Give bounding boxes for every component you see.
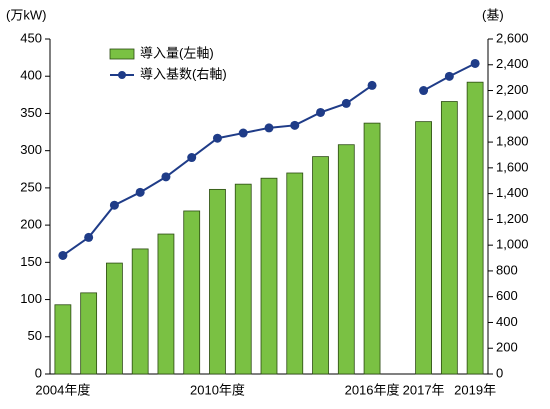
- line-marker: [84, 232, 94, 242]
- line-marker: [212, 133, 222, 143]
- x-tick-label: 2016年度: [345, 382, 400, 397]
- y2-tick-label: 1,400: [496, 185, 529, 200]
- line-marker: [109, 200, 119, 210]
- y2-tick-label: 0: [496, 365, 503, 380]
- bar: [106, 262, 123, 375]
- line-marker: [187, 153, 197, 163]
- y-tick-label: 200: [20, 217, 42, 232]
- legend-label: 導入基数(右軸): [140, 66, 227, 81]
- y2-tick-label: 2,000: [496, 108, 529, 123]
- line-marker: [290, 120, 300, 130]
- bar: [440, 101, 458, 375]
- y2-tick-label: 2,600: [496, 30, 529, 45]
- y-tick-label: 350: [20, 105, 42, 120]
- line-marker: [161, 172, 171, 182]
- y2-tick-label: 800: [496, 262, 518, 277]
- x-tick-label: 2017年: [403, 382, 445, 397]
- y2-tick-label: 1,000: [496, 237, 529, 252]
- y2-tick-label: 200: [496, 340, 518, 355]
- legend-swatch: [109, 48, 135, 60]
- bar: [312, 156, 329, 375]
- y-tick-label: 150: [20, 254, 42, 269]
- x-tick-label: 2010年度: [190, 382, 245, 397]
- y2-tick-label: 600: [496, 288, 518, 303]
- y2-tick-label: 1,200: [496, 211, 529, 226]
- y2-tick-label: 1,800: [496, 134, 529, 149]
- y-tick-label: 400: [20, 68, 42, 83]
- y2-axis-unit: (基): [482, 7, 504, 22]
- bar: [80, 292, 98, 375]
- line-marker: [367, 80, 377, 90]
- line-marker: [470, 58, 480, 68]
- bar: [183, 210, 201, 375]
- bar: [286, 172, 304, 375]
- line-marker: [135, 187, 145, 197]
- x-tick-label: 2019年: [454, 382, 496, 397]
- y-tick-label: 300: [20, 142, 42, 157]
- bar: [209, 188, 226, 375]
- line-marker: [58, 250, 68, 260]
- bar: [157, 233, 175, 375]
- y-axis-unit: (万kW): [6, 7, 46, 22]
- line-marker: [264, 123, 274, 133]
- line-marker: [444, 71, 454, 81]
- bar: [363, 122, 381, 375]
- y2-tick-label: 2,400: [496, 56, 529, 71]
- y-tick-label: 0: [35, 365, 42, 380]
- line-marker: [419, 86, 429, 96]
- y-tick-label: 450: [20, 30, 42, 45]
- y-tick-label: 100: [20, 291, 42, 306]
- legend-marker: [118, 71, 126, 79]
- line-marker: [238, 128, 248, 138]
- line-marker: [341, 98, 351, 108]
- bar: [131, 248, 149, 375]
- bar: [234, 183, 252, 375]
- y2-tick-label: 2,200: [496, 82, 529, 97]
- bar: [415, 121, 432, 375]
- y2-tick-label: 1,600: [496, 159, 529, 174]
- bar: [466, 81, 484, 375]
- y2-tick-label: 400: [496, 314, 518, 329]
- bar: [337, 144, 355, 375]
- y-tick-label: 250: [20, 179, 42, 194]
- legend-label: 導入量(左軸): [140, 45, 214, 60]
- bar: [54, 304, 72, 375]
- bar: [260, 177, 278, 375]
- x-tick-label: 2004年度: [35, 382, 90, 397]
- line-marker: [316, 107, 326, 117]
- y-tick-label: 50: [28, 328, 42, 343]
